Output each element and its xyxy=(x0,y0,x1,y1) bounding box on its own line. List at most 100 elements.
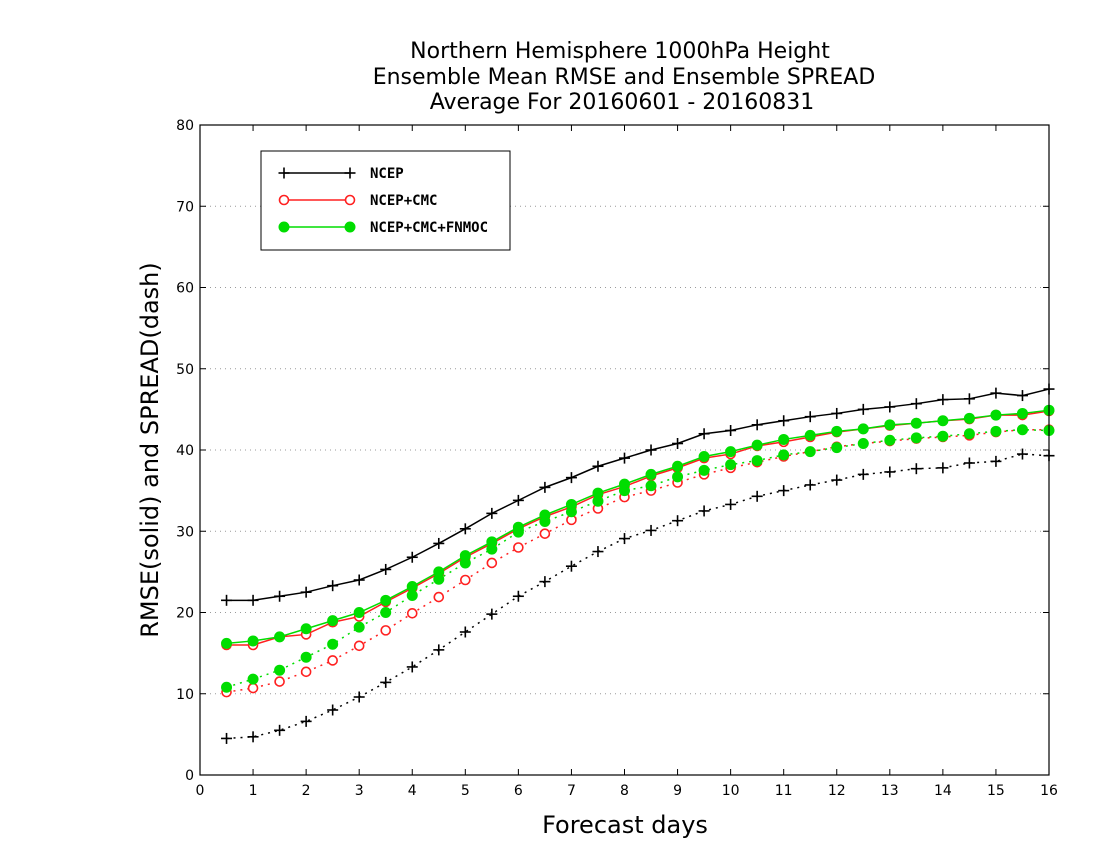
ncep-rmse-point xyxy=(619,452,630,464)
ncep-spread-point xyxy=(645,524,657,536)
ncep-cmc-fnmoc-rmse-point xyxy=(963,412,975,424)
ncep-cmc-spread-point xyxy=(300,666,312,678)
ncep-cmc-fnmoc-spread-point xyxy=(300,651,312,663)
x-tick-label: 2 xyxy=(302,783,311,799)
ncep-spread-point xyxy=(221,732,233,744)
y-tick-label: 80 xyxy=(176,118,194,134)
series-ncep xyxy=(221,383,1055,744)
ncep-rmse-point xyxy=(406,551,418,563)
ncep-cmc-fnmoc-rmse-point xyxy=(725,446,737,458)
ncep-cmc-spread-point xyxy=(539,528,551,539)
y-tick-label: 40 xyxy=(176,443,194,459)
ncep-rmse-point xyxy=(274,590,286,602)
y-tick-label: 10 xyxy=(176,687,194,703)
ncep-rmse-point xyxy=(539,481,551,493)
y-axis-label: RMSE(solid) and SPREAD(dash) xyxy=(136,262,164,638)
ncep-cmc-fnmoc-spread-point xyxy=(1016,424,1028,436)
ncep-rmse-point xyxy=(300,586,312,598)
ncep-cmc-fnmoc-spread-line xyxy=(226,428,1050,688)
legend-label: NCEP+CMC+FNMOC xyxy=(370,220,488,236)
ncep-cmc-fnmoc-spread-point xyxy=(698,464,710,476)
ncep-rmse-point xyxy=(937,394,949,406)
ncep-rmse-point xyxy=(1016,390,1028,402)
ncep-cmc-fnmoc-rmse-point xyxy=(247,635,259,647)
ncep-rmse-point xyxy=(433,537,445,549)
ncep-spread-point xyxy=(565,560,577,572)
ncep-cmc-spread-point xyxy=(406,608,418,619)
ncep-rmse-point xyxy=(353,574,365,586)
ncep-cmc-fnmoc-spread-point xyxy=(221,681,233,693)
ncep-spread-point xyxy=(380,676,392,688)
y-tick-label: 70 xyxy=(176,199,194,215)
ncep-cmc-fnmoc-rmse-point xyxy=(1016,407,1028,419)
y-tick-label: 0 xyxy=(185,768,194,784)
ncep-rmse-point xyxy=(380,563,392,575)
x-axis-label: Forecast days xyxy=(542,811,708,839)
ncep-cmc-fnmoc-rmse-point xyxy=(486,536,498,548)
ncep-rmse-point xyxy=(725,425,737,436)
ncep-spread-point xyxy=(300,715,312,727)
ncep-cmc-fnmoc-rmse-point xyxy=(831,425,843,437)
ncep-rmse-point xyxy=(963,393,975,405)
x-tick-label: 16 xyxy=(1040,783,1058,799)
ncep-cmc-fnmoc-spread-point xyxy=(937,430,949,442)
ncep-rmse-point xyxy=(751,419,763,431)
ncep-spread-point xyxy=(274,724,286,736)
x-tick-label: 5 xyxy=(461,783,470,799)
legend-marker xyxy=(344,167,356,179)
ncep-spread-point xyxy=(857,468,869,480)
ncep-spread-point xyxy=(486,608,498,620)
series-ncep-cmc xyxy=(221,405,1055,698)
legend-item-ncep: NCEP xyxy=(278,166,404,182)
ncep-spread-point xyxy=(592,546,604,558)
ncep-spread-point xyxy=(619,533,630,545)
ncep-cmc-fnmoc-spread-point xyxy=(274,664,286,676)
ncep-cmc-fnmoc-spread-point xyxy=(247,673,259,685)
ncep-spread-point xyxy=(327,704,339,716)
ncep-rmse-point xyxy=(459,523,471,535)
ncep-cmc-fnmoc-rmse-point xyxy=(380,594,392,606)
ncep-cmc-fnmoc-rmse-point xyxy=(778,433,790,445)
ncep-spread-point xyxy=(512,590,524,602)
x-tick-label: 10 xyxy=(722,783,740,799)
ncep-rmse-line xyxy=(226,388,1050,602)
ncep-cmc-fnmoc-rmse-point xyxy=(884,419,896,431)
legend-marker xyxy=(278,167,290,179)
ncep-cmc-fnmoc-rmse-point xyxy=(406,581,418,592)
ncep-spread-point xyxy=(353,691,365,703)
ncep-spread-point xyxy=(672,515,684,527)
ncep-cmc-fnmoc-rmse-point xyxy=(353,607,365,618)
ncep-spread-point xyxy=(778,485,790,497)
x-tick-label: 8 xyxy=(620,783,629,799)
ncep-cmc-fnmoc-spread-point xyxy=(645,480,657,492)
ncep-cmc-fnmoc-rmse-point xyxy=(698,451,710,462)
ncep-cmc-fnmoc-rmse-point xyxy=(274,631,286,643)
ncep-rmse-point xyxy=(672,438,684,449)
x-tick-label: 11 xyxy=(775,783,793,799)
ncep-rmse-point xyxy=(698,428,710,440)
ncep-cmc-fnmoc-spread-point xyxy=(778,449,790,461)
ncep-rmse-point xyxy=(645,444,657,456)
ncep-spread-point xyxy=(1016,448,1028,460)
ncep-cmc-fnmoc-spread-point xyxy=(990,425,1002,437)
x-tick-label: 7 xyxy=(567,783,576,799)
ncep-cmc-fnmoc-spread-point xyxy=(725,459,737,471)
legend-item-ncep-cmc: NCEP+CMC xyxy=(278,193,437,209)
ncep-rmse-point xyxy=(884,401,896,413)
chart-title: Northern Hemisphere 1000hPa Height Ensem… xyxy=(373,39,876,115)
x-tick-label: 0 xyxy=(196,783,205,799)
legend-items: NCEP NCEP+CMC NCEP+CMC+FNMOC xyxy=(278,166,488,236)
ncep-spread-point xyxy=(459,626,471,638)
ncep-spread-point xyxy=(725,498,737,510)
ncep-spread-point xyxy=(406,661,418,673)
ncep-cmc-fnmoc-rmse-point xyxy=(937,415,949,427)
ncep-cmc-fnmoc-rmse-point xyxy=(221,637,233,649)
legend-item-ncep-cmc-fnmoc: NCEP+CMC+FNMOC xyxy=(278,220,488,236)
ncep-rmse-point xyxy=(910,398,922,410)
ncep-cmc-fnmoc-spread-point xyxy=(804,446,816,458)
x-tick-label: 15 xyxy=(987,783,1005,799)
ncep-cmc-spread-point xyxy=(247,682,259,694)
ncep-cmc-fnmoc-rmse-point xyxy=(751,439,763,451)
ncep-rmse-point xyxy=(592,460,604,472)
ncep-cmc-fnmoc-rmse-point xyxy=(910,417,922,429)
